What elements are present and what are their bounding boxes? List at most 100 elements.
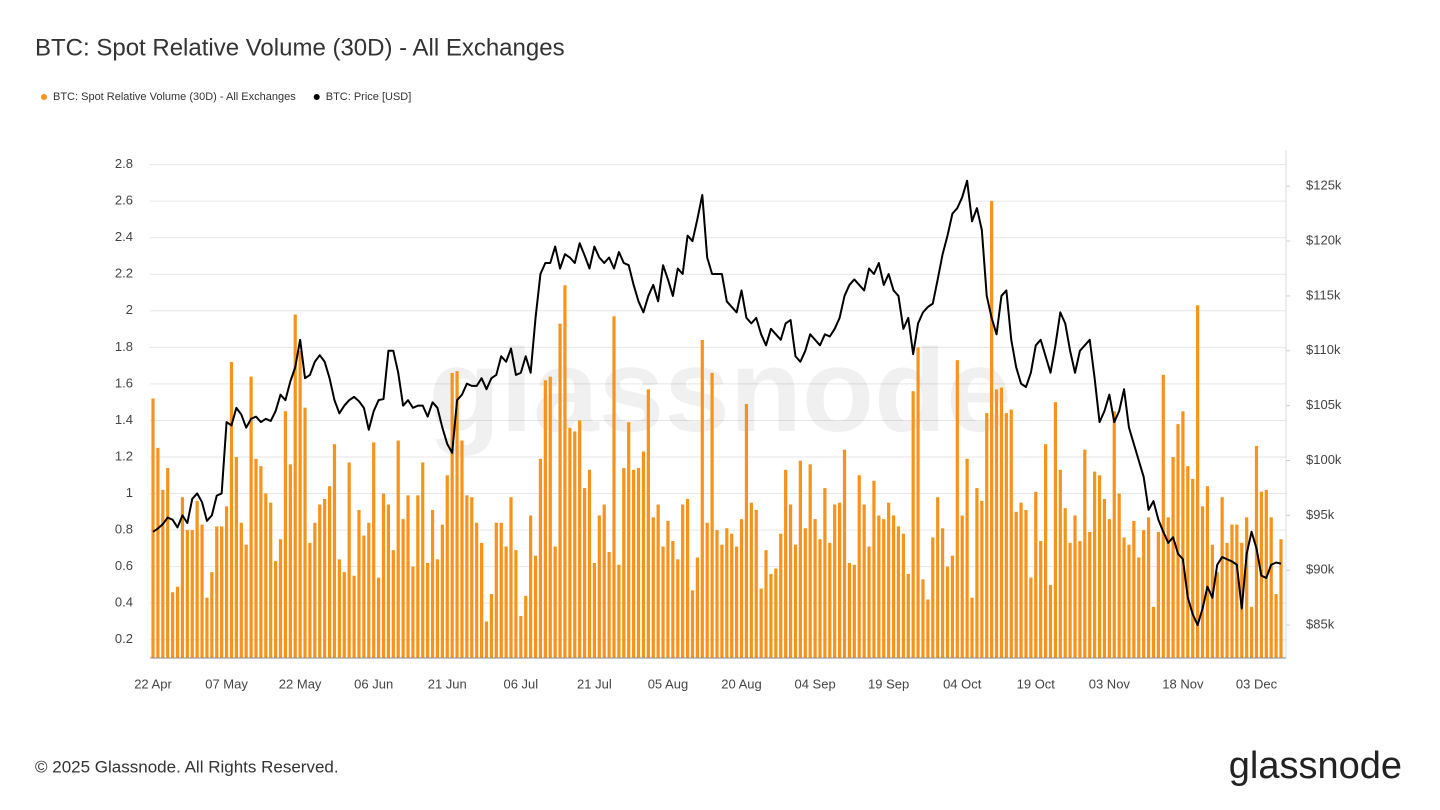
bar	[857, 475, 861, 658]
bar	[416, 495, 420, 658]
bar	[298, 351, 302, 658]
bar	[210, 572, 214, 658]
bar	[793, 544, 798, 658]
bar	[872, 480, 876, 658]
bar	[1078, 541, 1082, 658]
bar	[916, 347, 920, 658]
bar	[759, 588, 763, 658]
bar	[396, 440, 400, 658]
bar	[1230, 524, 1234, 658]
bar	[381, 493, 386, 658]
bar	[582, 488, 587, 658]
bar	[666, 520, 670, 658]
x-tick-label: 22 Apr	[134, 676, 172, 691]
bar	[1161, 374, 1165, 658]
bar	[578, 420, 582, 658]
x-tick-label: 18 Nov	[1162, 676, 1204, 691]
bar	[205, 597, 209, 658]
bar	[1210, 544, 1214, 658]
bar	[484, 621, 489, 658]
chart-title: BTC: Spot Relative Volume (30D) - All Ex…	[35, 34, 565, 61]
bar	[1024, 509, 1028, 658]
bar	[877, 515, 881, 658]
bar	[1225, 542, 1229, 658]
bar	[1063, 508, 1067, 658]
bar	[190, 530, 194, 658]
bar	[1269, 517, 1273, 658]
bar	[1004, 413, 1008, 658]
bar	[735, 546, 739, 658]
bar	[166, 467, 170, 658]
bar	[1093, 471, 1097, 658]
bar	[323, 499, 327, 658]
bar	[220, 526, 224, 658]
bar	[524, 595, 528, 658]
bar	[597, 515, 601, 658]
y-tick-label: 2.4	[115, 229, 133, 244]
bar	[377, 577, 381, 658]
bar	[274, 561, 278, 658]
bar	[671, 541, 675, 658]
bar	[641, 451, 646, 658]
bar	[1088, 531, 1092, 658]
bar	[460, 440, 464, 658]
bar	[818, 539, 822, 658]
bar	[1181, 411, 1185, 658]
bar	[896, 526, 901, 658]
bar	[171, 592, 175, 658]
bar	[1264, 489, 1268, 658]
bar	[538, 458, 543, 658]
bar	[681, 504, 685, 658]
bar	[430, 509, 435, 658]
bar	[269, 502, 273, 658]
bar	[1196, 305, 1200, 658]
bar	[788, 504, 793, 658]
bar	[744, 404, 749, 658]
bar	[180, 497, 185, 658]
bar	[254, 458, 258, 658]
bar	[553, 546, 557, 658]
bar	[1186, 466, 1190, 658]
bar	[936, 497, 940, 658]
x-tick-label: 06 Jul	[503, 676, 538, 691]
x-tick-label: 20 Aug	[721, 676, 762, 691]
bar	[440, 524, 444, 658]
bar	[774, 568, 778, 658]
bar	[960, 515, 964, 658]
bar	[656, 504, 660, 658]
bar	[1137, 557, 1141, 658]
bar	[411, 566, 415, 658]
bar	[1014, 511, 1018, 658]
bar	[970, 597, 974, 658]
bar	[533, 555, 538, 658]
bar	[200, 524, 204, 658]
bar	[1142, 530, 1146, 658]
x-tick-label: 03 Dec	[1236, 676, 1278, 691]
bar	[362, 535, 366, 658]
y-tick-label: 0.6	[115, 558, 133, 573]
bar	[754, 509, 758, 658]
bar	[563, 285, 567, 658]
bar	[1068, 542, 1072, 658]
bar	[931, 537, 935, 658]
bar	[215, 526, 219, 658]
y2-tick-label: $110k	[1306, 342, 1341, 357]
bar	[455, 371, 459, 658]
bar	[494, 522, 498, 658]
bar	[1048, 584, 1053, 658]
bar	[1107, 519, 1111, 658]
y2-tick-label: $120k	[1306, 233, 1342, 248]
bar	[465, 495, 469, 658]
bar	[921, 579, 925, 658]
bar	[435, 559, 440, 658]
bar	[994, 389, 999, 658]
bar	[1127, 544, 1131, 658]
bar	[1029, 577, 1033, 658]
y-tick-label: 1	[126, 485, 133, 500]
bar	[813, 519, 817, 658]
bar	[244, 544, 248, 658]
bar	[705, 522, 709, 658]
watermark: glassnode	[428, 325, 1012, 457]
bar	[421, 462, 425, 658]
